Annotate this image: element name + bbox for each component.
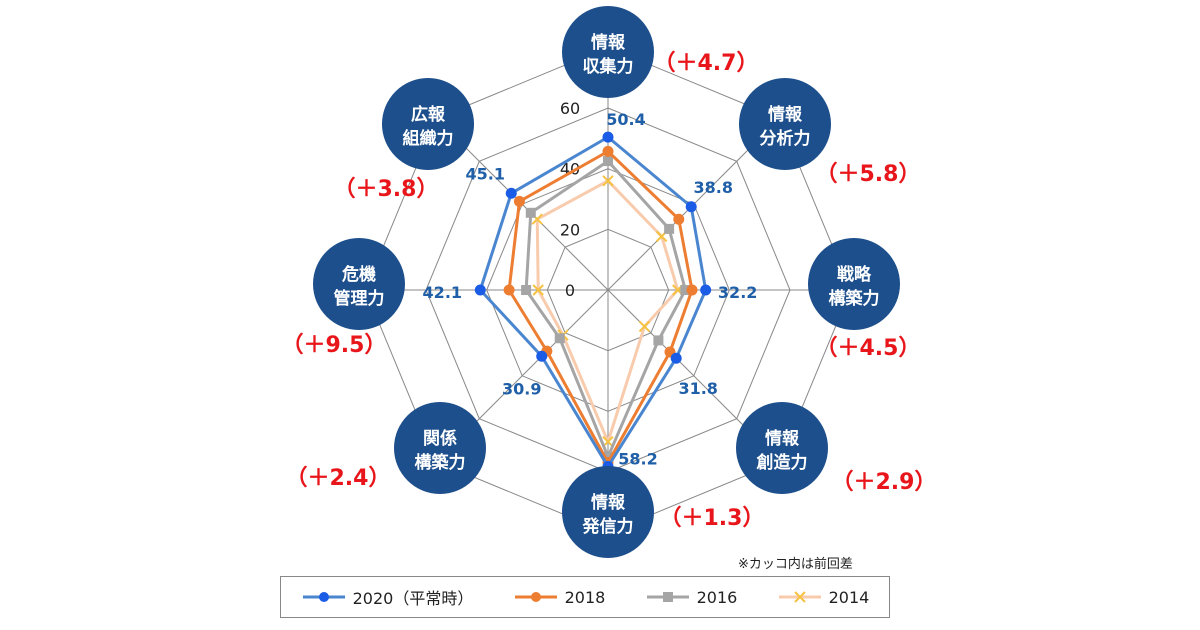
category-circle-7 — [382, 78, 474, 170]
point-2018-0 — [602, 145, 614, 157]
diff-label-2: （＋4.5） — [816, 336, 921, 361]
point-2020（平常時）-1 — [685, 201, 697, 213]
value-label-3: 31.8 — [678, 379, 717, 398]
point-2016-2 — [680, 285, 691, 295]
legend-item-2016: 2016 — [645, 587, 738, 607]
category-label-6-line2: 管理力 — [334, 288, 385, 309]
axis-tick-60: 60 — [560, 99, 580, 118]
point-2016-4 — [603, 451, 613, 462]
point-2020（平常時）-6 — [474, 284, 486, 296]
category-circle-5 — [394, 402, 486, 494]
category-label-5-line2: 構築力 — [415, 452, 466, 473]
value-label-4: 58.2 — [618, 450, 657, 469]
point-2016-7 — [525, 207, 536, 218]
legend-item-2014: 2014 — [777, 587, 870, 607]
point-2014-0 — [602, 175, 614, 187]
value-label-2: 32.2 — [718, 283, 757, 302]
point-2018-6 — [503, 284, 515, 296]
legend-label-2020: 2020（平常時） — [352, 589, 474, 608]
category-label-4-line1: 情報 — [591, 492, 626, 513]
diff-label-3: （＋2.9） — [832, 470, 937, 495]
category-label-0-line1: 情報 — [591, 32, 626, 53]
axis-tick-20: 20 — [560, 220, 580, 239]
category-label-2-line1: 戦略 — [837, 264, 872, 285]
category-label-6-line1: 危機 — [341, 264, 376, 285]
legend-label-2014: 2014 — [828, 587, 870, 607]
point-2020（平常時）-2 — [700, 284, 712, 296]
point-2016-3 — [653, 335, 664, 346]
note-text: ※カッコ内は前回差 — [738, 557, 853, 572]
point-2020（平常時）-0 — [602, 131, 614, 143]
legend-swatch-2014 — [778, 591, 821, 603]
point-2014-6 — [532, 284, 544, 296]
category-label-3-line1: 情報 — [765, 428, 800, 449]
category-circle-6 — [313, 238, 405, 330]
diff-label-5: （＋2.4） — [286, 466, 391, 491]
value-label-1: 38.8 — [693, 178, 732, 197]
category-label-0-line2: 収集力 — [583, 56, 634, 77]
legend-swatch-2016 — [646, 592, 689, 602]
diff-label-0: （＋4.7） — [654, 51, 759, 76]
category-label-1-line1: 情報 — [768, 104, 803, 125]
legend: 2020（平常時） 2018 2016 2014 — [280, 576, 890, 618]
point-2020（平常時）-7 — [505, 187, 517, 199]
diff-label-4: （＋1.3） — [660, 506, 765, 531]
point-2016-1 — [664, 223, 675, 234]
category-label-2-line2: 構築力 — [829, 288, 880, 309]
category-label-1-line2: 分析力 — [760, 128, 811, 149]
diff-label-1: （＋5.8） — [816, 162, 921, 187]
legend-swatch-2018 — [514, 592, 557, 602]
legend-item-2020: 2020（平常時） — [301, 585, 474, 609]
point-2018-2 — [686, 284, 698, 296]
legend-label-2016: 2016 — [696, 587, 738, 607]
category-label-5-line1: 関係 — [423, 428, 457, 449]
point-2016-0 — [603, 156, 613, 167]
category-circle-2 — [808, 238, 900, 330]
diff-label-6: （＋9.5） — [282, 333, 387, 358]
point-2018-7 — [513, 195, 525, 207]
category-label-4-line2: 発信力 — [582, 516, 634, 537]
category-label-7-line2: 組織力 — [403, 128, 454, 149]
value-label-6: 42.1 — [423, 283, 462, 302]
point-2020（平常時）-3 — [670, 352, 682, 364]
legend-item-2018: 2018 — [513, 587, 606, 607]
point-2020（平常時）-5 — [536, 350, 548, 362]
category-circle-4 — [562, 466, 654, 558]
category-circle-1 — [739, 78, 831, 170]
legend-swatch-2020 — [302, 592, 345, 602]
value-label-7: 45.1 — [466, 164, 505, 183]
category-label-7-line1: 広報 — [411, 104, 446, 125]
point-2016-5 — [554, 333, 565, 344]
legend-label-2018: 2018 — [564, 587, 606, 607]
point-2018-1 — [673, 213, 685, 225]
axis-tick-0: 0 — [565, 281, 575, 300]
axis-tick-40: 40 — [560, 160, 580, 179]
diff-label-7: （＋3.8） — [334, 177, 439, 202]
point-2016-6 — [521, 285, 532, 295]
category-circle-0 — [562, 6, 654, 98]
value-label-5: 30.9 — [502, 379, 541, 398]
category-label-3-line2: 創造力 — [756, 452, 808, 473]
series-line-2014 — [535, 179, 680, 444]
value-label-0: 50.4 — [606, 110, 645, 129]
point-2014-3 — [638, 320, 651, 333]
category-circle-3 — [736, 402, 828, 494]
